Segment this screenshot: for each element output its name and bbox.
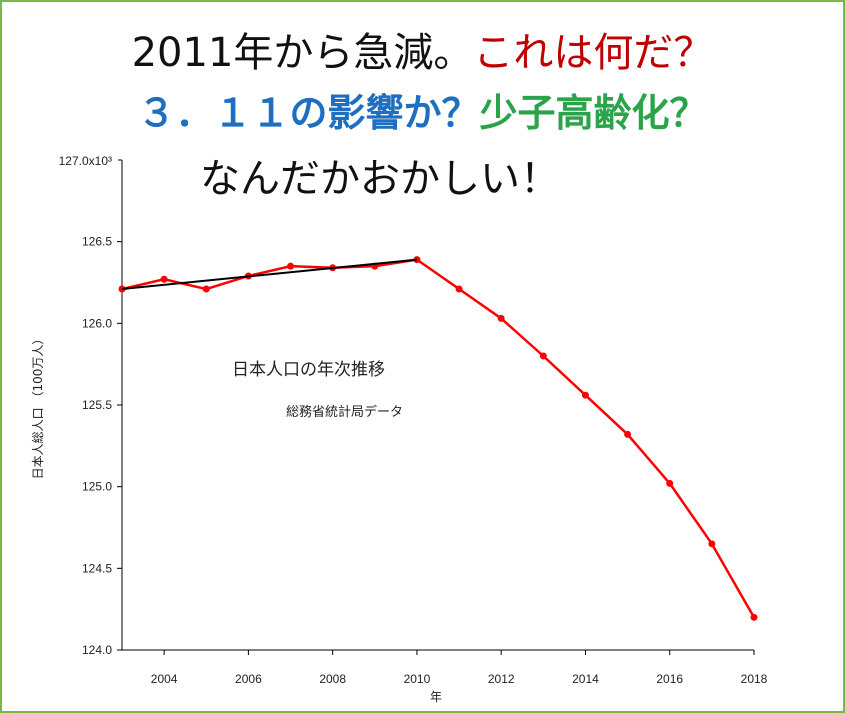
y-axis-label: 日本人総人口 （100万人） xyxy=(31,333,45,480)
chart-ticks: 124.0 124.5 125.0 125.5 126.0 126.5 2004 2006 20… xyxy=(82,159,768,686)
x-tick-label: 2010 xyxy=(404,672,431,686)
x-tick-label: 2018 xyxy=(741,672,768,686)
chart-subtitle: 総務省統計局データ xyxy=(286,404,403,420)
headline-line-2-green: 少子高齢化？ xyxy=(479,91,708,135)
data-point xyxy=(539,352,547,360)
x-axis-label: 年 xyxy=(430,690,442,704)
data-point xyxy=(160,275,168,283)
headline-line-2-blue: ３．１１の影響か？ xyxy=(137,91,480,135)
chart-series xyxy=(118,256,758,621)
population-series-line xyxy=(121,258,756,618)
data-point xyxy=(581,391,589,399)
data-point xyxy=(455,285,463,293)
y-tick-label: 126.5 xyxy=(82,235,112,249)
headline-line-3: なんだかおかしい！ xyxy=(200,156,560,202)
data-point xyxy=(624,430,632,438)
data-point xyxy=(666,479,674,487)
data-point xyxy=(750,613,758,621)
x-tick-label: 2008 xyxy=(319,672,346,686)
x-tick-label: 2012 xyxy=(488,672,515,686)
y-tick-label: 124.0 xyxy=(82,643,112,657)
y-axis-max-label: 127.0x10³ xyxy=(59,154,112,168)
y-tick-label: 124.5 xyxy=(82,561,112,575)
x-tick-label: 2006 xyxy=(235,672,262,686)
x-tick-label: 2014 xyxy=(572,672,599,686)
y-tick-label: 126.0 xyxy=(82,316,112,330)
data-point xyxy=(287,262,295,270)
y-tick-label: 125.0 xyxy=(82,480,112,494)
trend-line xyxy=(121,258,418,291)
y-tick-label: 125.5 xyxy=(82,398,112,412)
data-point xyxy=(708,540,716,548)
x-tick-label: 2004 xyxy=(151,672,178,686)
headline-line-1-red: これは何だ？ xyxy=(473,30,714,76)
data-point xyxy=(497,314,505,322)
data-point xyxy=(202,285,210,293)
chart-axes xyxy=(121,160,754,651)
x-tick-label: 2016 xyxy=(656,672,683,686)
headline-line-1-black: 2011年から急減。 xyxy=(131,30,474,76)
chart-title: 日本人口の年次推移 xyxy=(232,360,385,380)
headline-line-2: ３．１１の影響か？少子高齢化？ xyxy=(0,82,845,137)
headline-line-1: 2011年から急減。これは何だ？ xyxy=(0,20,845,78)
